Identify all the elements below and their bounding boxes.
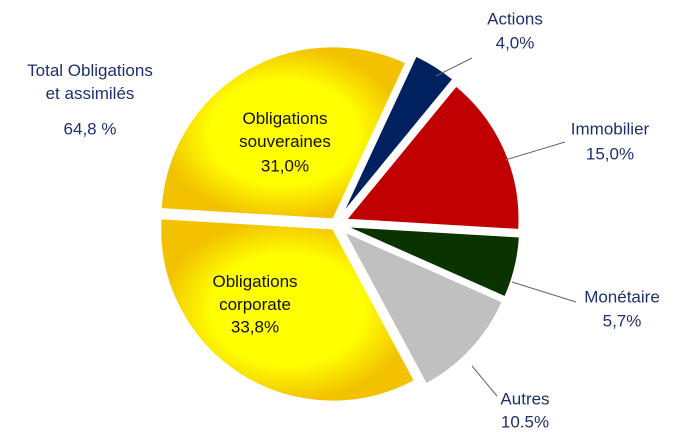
pie-slice xyxy=(160,46,407,220)
value-label: 15,0% xyxy=(586,144,634,163)
category-label: Immobilier xyxy=(571,119,650,138)
pie-slice xyxy=(347,226,520,298)
value-label: 4,0% xyxy=(496,33,535,52)
leader-line xyxy=(504,141,566,161)
leader-line xyxy=(471,365,498,397)
pie-slice xyxy=(160,218,415,402)
pie-slice xyxy=(343,55,454,213)
category-label: Actions xyxy=(487,9,543,28)
category-label: Autres xyxy=(500,389,549,408)
category-label: Obligations souveraines xyxy=(239,109,331,151)
category-label: Obligations corporate xyxy=(212,272,297,314)
value-label: 5,7% xyxy=(603,311,642,330)
pie-slice xyxy=(345,85,520,230)
category-label: Monétaire xyxy=(584,287,660,306)
annotation-text: Total Obligations et assimilés xyxy=(27,61,153,103)
annotation-value: 64,8 % xyxy=(64,119,117,138)
value-label: 33,8% xyxy=(231,317,279,336)
value-label: 10.5% xyxy=(501,412,549,431)
value-label: 31,0% xyxy=(261,156,309,175)
leader-line xyxy=(511,281,577,303)
pie-slice xyxy=(343,231,503,385)
leader-line xyxy=(435,57,473,77)
